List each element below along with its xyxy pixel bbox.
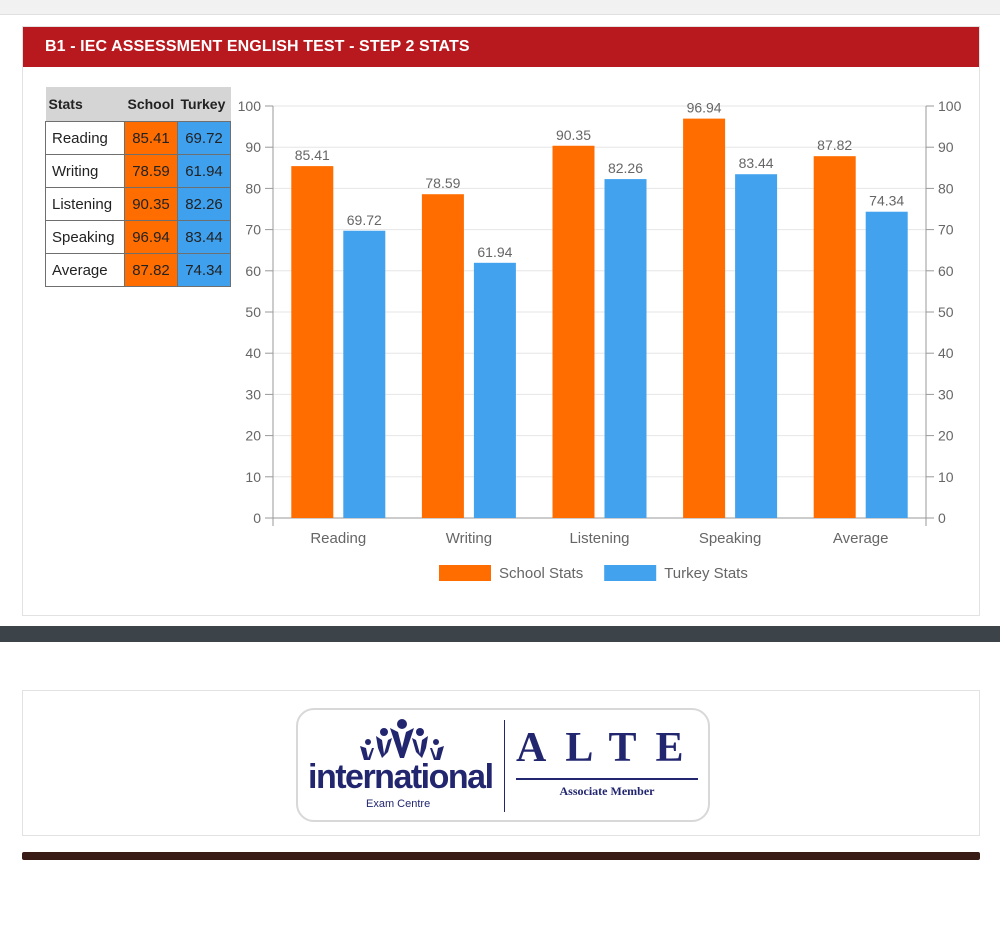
stats-panel: B1 - IEC ASSESSMENT ENGLISH TEST - STEP … [22, 26, 980, 616]
bottom-bar [22, 852, 980, 860]
x-tick-label: Speaking [699, 530, 762, 547]
legend-label: School Stats [499, 565, 583, 582]
y-tick-label: 50 [245, 304, 261, 320]
y-tick-label-right: 40 [938, 345, 954, 361]
alte-underline [516, 778, 698, 780]
school-value: 78.59 [124, 154, 178, 188]
bar [735, 174, 778, 518]
school-value: 96.94 [124, 220, 178, 254]
data-label: 85.41 [295, 147, 330, 163]
stats-header-stats: Stats [45, 87, 125, 122]
y-tick-label-right: 10 [938, 469, 954, 485]
y-tick-label-right: 70 [938, 222, 954, 238]
bar-chart: 0 0 10 10 20 20 30 30 40 40 50 50 60 60 70 70 80 80 90 90 10… [238, 98, 962, 582]
stats-table: Stats School Turkey Reading 85.41 69.72 … [45, 87, 231, 287]
bar [291, 166, 334, 519]
turkey-value: 83.44 [177, 220, 231, 254]
legend-swatch [604, 565, 657, 581]
y-tick-label: 20 [245, 428, 261, 444]
data-label: 83.44 [739, 155, 774, 171]
bar [683, 118, 726, 518]
y-tick-label-right: 60 [938, 263, 954, 279]
y-tick-label: 30 [245, 386, 261, 402]
table-row: Reading 85.41 69.72 [45, 121, 231, 155]
x-tick-label: Average [833, 530, 889, 547]
y-tick-label-right: 20 [938, 428, 954, 444]
data-label: 61.94 [477, 244, 512, 260]
y-tick-label: 0 [253, 510, 261, 526]
y-tick-label-right: 0 [938, 510, 946, 526]
data-label: 69.72 [347, 212, 382, 228]
school-value: 87.82 [124, 253, 178, 287]
bar [865, 211, 908, 519]
international-logo-text: international [308, 758, 494, 796]
stats-header-turkey: Turkey [177, 87, 231, 122]
exam-centre-text: Exam Centre [366, 798, 431, 810]
stats-table-header-row: Stats School Turkey [45, 87, 231, 122]
logo-divider [504, 720, 505, 812]
y-tick-label: 100 [238, 98, 262, 114]
stats-header-school: School [124, 87, 178, 122]
y-tick-label-right: 30 [938, 386, 954, 402]
bar [552, 145, 595, 518]
logo-panel: international Exam Centre ALTE Associate… [22, 690, 980, 836]
turkey-value: 74.34 [177, 253, 231, 287]
row-label: Listening [45, 187, 125, 221]
y-tick-label: 80 [245, 180, 261, 196]
legend-swatch [439, 565, 491, 581]
data-label: 90.35 [556, 127, 591, 143]
logo-box: international Exam Centre ALTE Associate… [296, 708, 710, 822]
associate-member-text: Associate Member [559, 784, 655, 798]
x-tick-label: Listening [569, 530, 629, 547]
y-tick-label: 10 [245, 469, 261, 485]
bar [343, 230, 386, 518]
table-row: Average 87.82 74.34 [45, 253, 231, 287]
y-tick-label-right: 100 [938, 98, 962, 114]
turkey-value: 82.26 [177, 187, 231, 221]
school-value: 85.41 [124, 121, 178, 155]
bar [421, 194, 464, 518]
x-tick-label: Reading [310, 530, 366, 547]
table-row: Listening 90.35 82.26 [45, 187, 231, 221]
bar [473, 262, 516, 518]
bar [813, 156, 856, 519]
alte-logo-text: ALTE [516, 725, 703, 771]
y-tick-label: 40 [245, 345, 261, 361]
y-tick-label-right: 50 [938, 304, 954, 320]
panel-title: B1 - IEC ASSESSMENT ENGLISH TEST - STEP … [23, 27, 979, 67]
y-tick-label: 70 [245, 222, 261, 238]
data-label: 82.26 [608, 160, 643, 176]
top-strip [0, 0, 1000, 15]
data-label: 87.82 [817, 137, 852, 153]
people-emblem-icon [360, 719, 444, 760]
y-tick-label-right: 80 [938, 180, 954, 196]
data-label: 78.59 [425, 175, 460, 191]
school-value: 90.35 [124, 187, 178, 221]
y-tick-label-right: 90 [938, 139, 954, 155]
turkey-value: 69.72 [177, 121, 231, 155]
row-label: Reading [45, 121, 125, 155]
data-label: 96.94 [687, 100, 722, 116]
table-row: Writing 78.59 61.94 [45, 154, 231, 188]
legend-label: Turkey Stats [664, 565, 748, 582]
turkey-value: 61.94 [177, 154, 231, 188]
row-label: Average [45, 253, 125, 287]
data-label: 74.34 [869, 193, 904, 209]
section-divider [0, 626, 1000, 642]
y-tick-label: 90 [245, 139, 261, 155]
bar [604, 179, 647, 518]
x-tick-label: Writing [446, 530, 492, 547]
y-tick-label: 60 [245, 263, 261, 279]
table-row: Speaking 96.94 83.44 [45, 220, 231, 254]
